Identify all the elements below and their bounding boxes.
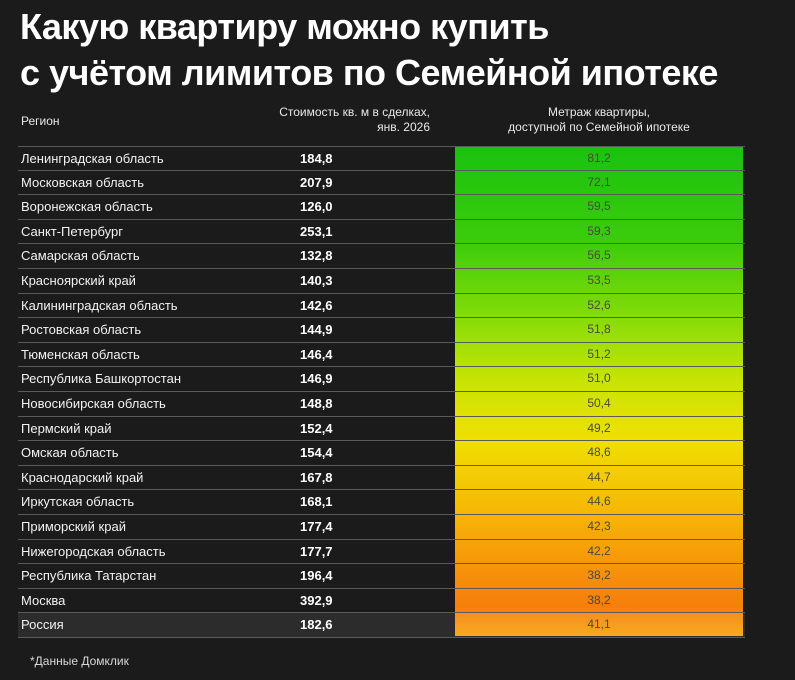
table-row: Нижегородская область 177,7 42,2	[18, 540, 745, 565]
table-row: Приморский край 177,4 42,3	[18, 515, 745, 540]
table-row: Тюменская область 146,4 51,2	[18, 343, 745, 368]
area-cell: 56,5	[587, 248, 611, 263]
table-row: Краснодарский край 167,8 44,7	[18, 466, 745, 491]
table-row: Воронежская область 126,0 59,5	[18, 195, 745, 220]
table-row: Республика Башкортостан 146,9 51,0	[18, 367, 745, 392]
table-row: Самарская область 132,8 56,5	[18, 244, 745, 269]
region-cell: Россия	[21, 617, 64, 633]
region-cell: Нижегородская область	[21, 543, 166, 559]
title-line-2: с учётом лимитов по Семейной ипотеке	[20, 52, 718, 93]
table-row: Санкт-Петербург 253,1 59,3	[18, 220, 745, 245]
page-title: Какую квартиру можно купить с учётом лим…	[20, 4, 718, 96]
data-table: Ленинградская область 184,8 81,2 Московская…	[18, 146, 745, 638]
price-cell: 140,3	[300, 272, 333, 288]
column-header-area-line-2: доступной по Семейной ипотеке	[508, 120, 690, 134]
title-line-1: Какую квартиру можно купить	[20, 6, 549, 47]
area-cell: 41,1	[587, 617, 611, 632]
price-cell: 253,1	[300, 223, 333, 239]
area-cell: 52,6	[587, 297, 611, 312]
price-cell: 177,4	[300, 518, 333, 534]
area-cell: 59,5	[587, 199, 611, 214]
region-cell: Пермский край	[21, 420, 112, 436]
area-cell: 48,6	[587, 445, 611, 460]
column-header-region: Регион	[21, 114, 60, 128]
price-cell: 126,0	[300, 199, 333, 215]
region-cell: Новосибирская область	[21, 395, 166, 411]
price-cell: 148,8	[300, 395, 333, 411]
region-cell: Иркутская область	[21, 494, 135, 510]
price-cell: 167,8	[300, 469, 333, 485]
price-cell: 132,8	[300, 248, 333, 264]
region-cell: Краснодарский край	[21, 469, 144, 485]
area-cell: 53,5	[587, 272, 611, 287]
area-cell: 51,0	[587, 371, 611, 386]
table-row: Красноярский край 140,3 53,5	[18, 269, 745, 294]
area-cell: 81,2	[587, 151, 611, 165]
price-cell: 177,7	[300, 543, 333, 559]
table-row: Ростовская область 144,9 51,8	[18, 318, 745, 343]
area-cell: 49,2	[587, 420, 611, 435]
area-cell: 51,8	[587, 322, 611, 337]
price-cell: 207,9	[300, 174, 333, 190]
region-cell: Московская область	[21, 174, 145, 190]
table-row: Омская область 154,4 48,6	[18, 441, 745, 466]
region-cell: Ленинградская область	[21, 151, 164, 166]
region-cell: Красноярский край	[21, 272, 136, 288]
area-cell: 38,2	[587, 568, 611, 583]
region-cell: Ростовская область	[21, 322, 142, 338]
region-cell: Омская область	[21, 445, 119, 461]
region-cell: Самарская область	[21, 248, 140, 264]
price-cell: 392,9	[300, 592, 333, 608]
area-cell: 42,2	[587, 543, 611, 558]
area-cell: 51,2	[587, 346, 611, 361]
region-cell: Приморский край	[21, 518, 126, 534]
table-row: Московская область 207,9 72,1	[18, 171, 745, 196]
table-row: Иркутская область 168,1 44,6	[18, 490, 745, 515]
region-cell: Республика Башкортостан	[21, 371, 181, 387]
area-cell: 42,3	[587, 518, 611, 533]
table-row: Москва 392,9 38,2	[18, 589, 745, 614]
price-cell: 196,4	[300, 568, 333, 584]
area-cell: 44,7	[587, 469, 611, 484]
region-cell: Калининградская область	[21, 297, 178, 313]
table-row: Республика Татарстан 196,4 38,2	[18, 564, 745, 589]
price-cell: 168,1	[300, 494, 333, 510]
area-cell: 59,3	[587, 223, 611, 238]
column-header-price: Стоимость кв. м в сделках, янв. 2026	[240, 105, 430, 135]
region-cell: Москва	[21, 592, 66, 608]
area-cell: 50,4	[587, 395, 611, 410]
table-row: Ленинградская область 184,8 81,2	[18, 146, 745, 171]
table-row: Новосибирская область 148,8 50,4	[18, 392, 745, 417]
price-cell: 144,9	[300, 322, 333, 338]
price-cell: 182,6	[300, 617, 333, 633]
area-cell: 72,1	[587, 174, 611, 189]
column-header-price-line-1: Стоимость кв. м в сделках,	[279, 105, 430, 119]
table-row: Калининградская область 142,6 52,6	[18, 294, 745, 319]
price-cell: 152,4	[300, 420, 333, 436]
footnote: *Данные Домклик	[30, 654, 129, 668]
region-cell: Санкт-Петербург	[21, 223, 123, 239]
area-cell: 38,2	[587, 592, 611, 607]
price-cell: 184,8	[300, 151, 333, 166]
column-header-area-line-1: Метраж квартиры,	[547, 105, 651, 119]
area-cell: 44,6	[587, 494, 611, 509]
price-cell: 154,4	[300, 445, 333, 461]
region-cell: Тюменская область	[21, 346, 140, 362]
price-cell: 146,9	[300, 371, 333, 387]
column-header-price-line-2: янв. 2026	[377, 120, 430, 134]
price-cell: 142,6	[300, 297, 333, 313]
column-header-area: Метраж квартиры, доступной по Семейной и…	[455, 105, 743, 135]
price-cell: 146,4	[300, 346, 333, 362]
region-cell: Республика Татарстан	[21, 568, 157, 584]
table-row-total: Россия 182,6 41,1	[18, 613, 745, 638]
table-row: Пермский край 152,4 49,2	[18, 417, 745, 442]
region-cell: Воронежская область	[21, 199, 153, 215]
